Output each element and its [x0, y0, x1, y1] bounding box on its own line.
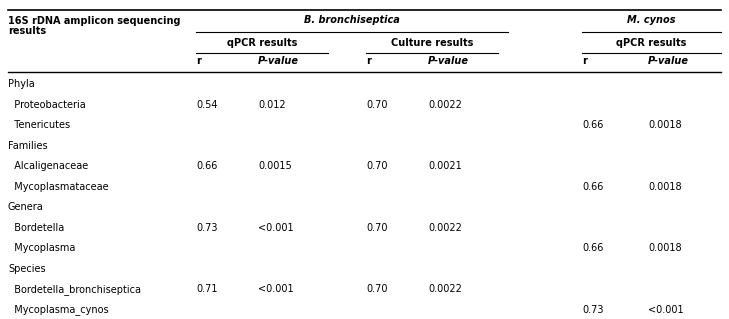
- Text: qPCR results: qPCR results: [616, 38, 687, 48]
- Text: B. bronchiseptica: B. bronchiseptica: [304, 15, 400, 25]
- Text: Species: Species: [8, 264, 46, 274]
- Text: Alcaligenaceae: Alcaligenaceae: [8, 161, 88, 171]
- Text: <0.001: <0.001: [648, 305, 684, 315]
- Text: qPCR results: qPCR results: [227, 38, 297, 48]
- Text: r: r: [366, 56, 371, 66]
- Text: r: r: [582, 56, 587, 66]
- Text: 0.0021: 0.0021: [428, 161, 461, 171]
- Text: 0.66: 0.66: [196, 161, 217, 171]
- Text: M. cynos: M. cynos: [627, 15, 676, 25]
- Text: 0.70: 0.70: [366, 100, 388, 110]
- Text: 0.71: 0.71: [196, 284, 217, 294]
- Text: 16S rDNA amplicon sequencing: 16S rDNA amplicon sequencing: [8, 16, 181, 26]
- Text: Mycoplasmataceae: Mycoplasmataceae: [8, 182, 109, 192]
- Text: Proteobacteria: Proteobacteria: [8, 100, 86, 110]
- Text: 0.70: 0.70: [366, 284, 388, 294]
- Text: Bordetella_bronchiseptica: Bordetella_bronchiseptica: [8, 284, 141, 295]
- Text: 0.0018: 0.0018: [648, 120, 682, 130]
- Text: 0.0015: 0.0015: [258, 161, 292, 171]
- Text: <0.001: <0.001: [258, 223, 294, 233]
- Text: 0.0022: 0.0022: [428, 284, 462, 294]
- Text: Mycoplasma_cynos: Mycoplasma_cynos: [8, 304, 109, 315]
- Text: 0.012: 0.012: [258, 100, 286, 110]
- Text: 0.54: 0.54: [196, 100, 217, 110]
- Text: Mycoplasma: Mycoplasma: [8, 243, 75, 253]
- Text: results: results: [8, 26, 46, 36]
- Text: Culture results: Culture results: [391, 38, 473, 48]
- Text: <0.001: <0.001: [258, 284, 294, 294]
- Text: Bordetella: Bordetella: [8, 223, 64, 233]
- Text: 0.66: 0.66: [582, 120, 604, 130]
- Text: Tenericutes: Tenericutes: [8, 120, 70, 130]
- Text: Phyla: Phyla: [8, 79, 35, 89]
- Text: r: r: [196, 56, 201, 66]
- Text: 0.73: 0.73: [582, 305, 604, 315]
- Text: P-value: P-value: [648, 56, 689, 66]
- Text: 0.70: 0.70: [366, 161, 388, 171]
- Text: P-value: P-value: [258, 56, 299, 66]
- Text: Families: Families: [8, 141, 47, 151]
- Text: 0.0018: 0.0018: [648, 243, 682, 253]
- Text: 0.66: 0.66: [582, 182, 604, 192]
- Text: 0.0022: 0.0022: [428, 223, 462, 233]
- Text: 0.0018: 0.0018: [648, 182, 682, 192]
- Text: 0.0022: 0.0022: [428, 100, 462, 110]
- Text: Genera: Genera: [8, 202, 44, 212]
- Text: P-value: P-value: [428, 56, 469, 66]
- Text: 0.73: 0.73: [196, 223, 217, 233]
- Text: 0.66: 0.66: [582, 243, 604, 253]
- Text: 0.70: 0.70: [366, 223, 388, 233]
